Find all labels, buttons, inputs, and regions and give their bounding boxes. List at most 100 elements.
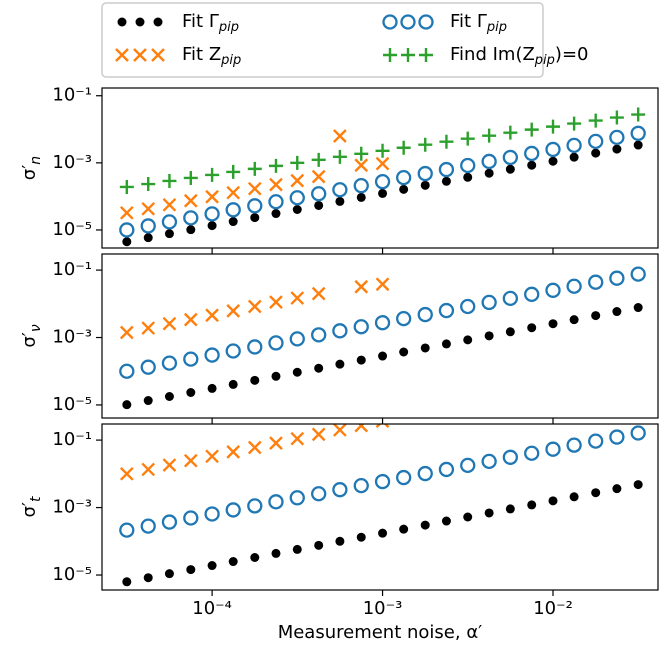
circle-marker <box>225 343 241 359</box>
circle-marker <box>502 449 518 465</box>
dot-marker <box>250 552 260 562</box>
circle-marker <box>268 494 284 510</box>
dot-marker <box>356 192 366 202</box>
circle-marker <box>374 315 391 331</box>
plot-area <box>119 424 646 587</box>
dot-marker <box>591 148 601 158</box>
circle-marker <box>332 482 348 498</box>
plot-area <box>119 266 646 410</box>
y-tick-label: 10⁻¹ <box>52 85 92 106</box>
circle-marker <box>119 363 135 379</box>
y-tick-label: 10⁻¹ <box>52 429 92 450</box>
circle-marker <box>438 161 455 178</box>
legend-marker <box>382 14 398 30</box>
x-marker <box>311 286 326 301</box>
y-axis-label: σ′ν <box>19 324 44 348</box>
plot-area <box>119 107 646 247</box>
plus-marker <box>631 107 646 122</box>
plus-marker <box>183 170 198 185</box>
dot-marker <box>186 225 196 235</box>
circle-marker <box>566 278 582 294</box>
dot-marker <box>122 400 132 410</box>
dot-marker <box>484 331 494 341</box>
circle-marker <box>460 298 476 315</box>
circle-marker <box>630 125 646 141</box>
circle-marker <box>268 335 284 351</box>
circle-marker <box>502 290 518 307</box>
dot-marker <box>207 221 217 231</box>
y-axis-label-sub: ν <box>28 324 44 332</box>
dot-marker <box>548 319 558 329</box>
x-marker <box>311 169 326 184</box>
x-axis-label: Measurement noise, α′ <box>278 622 483 643</box>
circle-marker <box>545 441 561 457</box>
plus-marker <box>460 131 475 146</box>
dot-marker <box>505 504 515 514</box>
y-axis-label: σ′n <box>19 156 44 180</box>
x-marker <box>269 295 283 309</box>
circle-marker <box>630 425 646 441</box>
dot-marker <box>271 548 281 558</box>
x-marker <box>354 158 369 173</box>
x-marker <box>226 445 241 459</box>
dot-marker <box>335 536 345 546</box>
legend-marker <box>383 48 397 62</box>
circle-marker <box>374 473 391 490</box>
circle-marker <box>545 141 561 158</box>
dot-marker <box>612 144 622 154</box>
dot-marker <box>164 229 174 239</box>
plus-marker <box>311 152 326 167</box>
plus-marker <box>290 155 305 170</box>
dot-marker <box>164 392 174 402</box>
circle-marker <box>566 137 582 154</box>
plus-marker <box>524 122 539 137</box>
circle-marker <box>545 282 561 298</box>
y-tick-label: 10⁻³ <box>52 152 92 173</box>
dot-marker <box>463 172 473 182</box>
x-marker <box>205 189 219 204</box>
plus-marker <box>588 113 603 128</box>
x-marker <box>183 453 198 468</box>
y-axis-label-sub: t <box>28 496 44 502</box>
circle-marker <box>247 498 263 514</box>
dot-marker <box>228 379 238 389</box>
dot-marker <box>463 512 473 522</box>
dot-marker <box>143 573 153 583</box>
x-marker <box>375 156 390 171</box>
plot-frame <box>101 87 659 249</box>
circle-marker <box>225 202 241 218</box>
dot-marker <box>484 508 494 518</box>
plus-marker <box>205 167 220 182</box>
legend-marker <box>400 14 416 30</box>
x-marker <box>205 308 219 323</box>
x-marker <box>290 173 305 188</box>
circle-marker <box>481 153 497 170</box>
dot-marker <box>292 205 302 215</box>
circle-marker <box>161 514 178 530</box>
x-marker <box>205 449 219 464</box>
dot-marker <box>591 311 601 321</box>
x-tick-label: 10⁻³ <box>363 598 403 619</box>
circle-marker <box>396 310 412 327</box>
plus-marker <box>567 116 582 131</box>
y-axis-label-main: σ′ <box>19 332 40 348</box>
dot-marker <box>292 544 302 554</box>
dot-marker <box>250 213 260 223</box>
dot-marker <box>569 315 579 325</box>
plus-marker <box>162 173 177 188</box>
x-marker <box>311 427 326 442</box>
dot-marker <box>441 339 451 349</box>
legend-marker <box>418 14 434 30</box>
circle-marker <box>438 461 455 478</box>
circle-marker <box>396 169 412 186</box>
dot-marker <box>122 237 132 247</box>
dot-marker <box>633 303 643 313</box>
circle-marker <box>183 510 199 526</box>
dot-marker <box>441 176 451 186</box>
dot-marker <box>314 200 324 210</box>
dot-marker <box>292 367 302 377</box>
dot-marker <box>122 577 132 587</box>
circle-marker <box>247 339 263 355</box>
circle-marker <box>247 198 263 214</box>
dot-marker <box>314 540 324 550</box>
